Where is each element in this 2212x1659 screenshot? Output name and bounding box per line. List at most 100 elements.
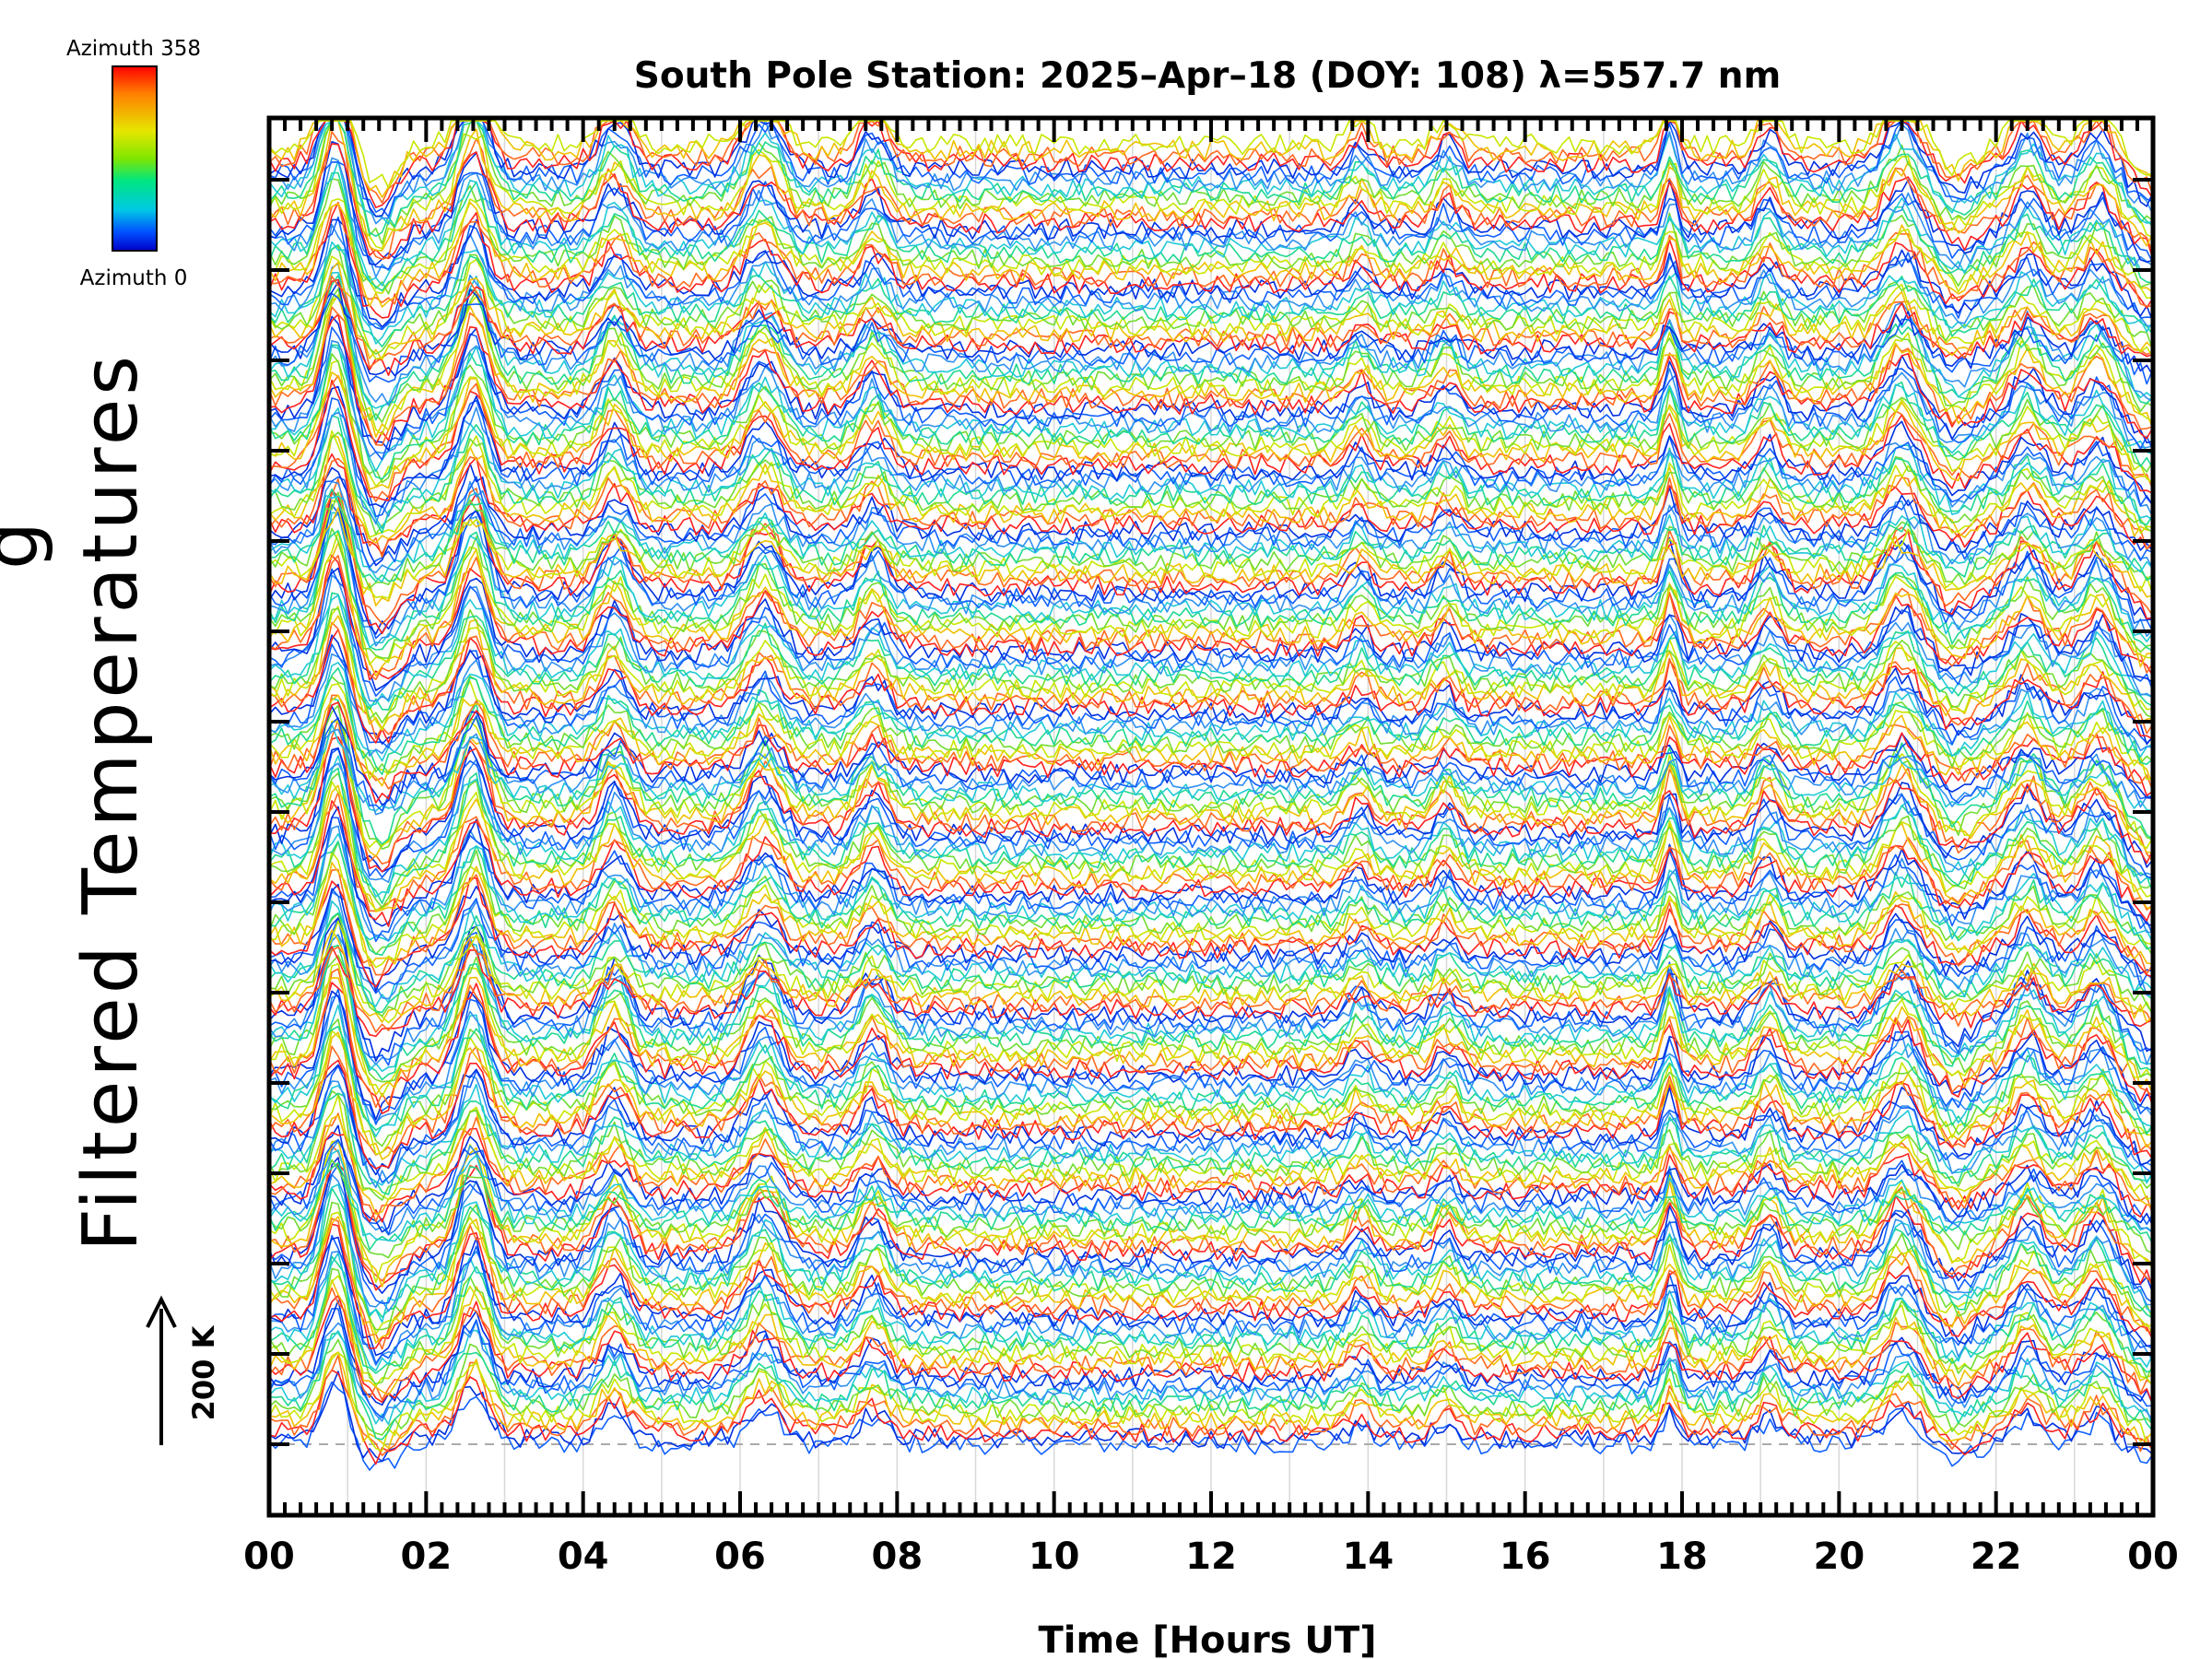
series-line: [268, 1109, 2154, 1215]
series-line: [268, 161, 2154, 270]
series-line: [268, 201, 2154, 319]
series-line: [268, 1112, 2154, 1223]
x-tick-label: 10: [1029, 1535, 1080, 1578]
series-line: [268, 143, 2154, 261]
series-line: [268, 463, 2154, 567]
series-line: [268, 940, 2154, 1033]
series-line: [268, 594, 2154, 707]
series-line: [268, 1030, 2154, 1156]
series-line: [268, 934, 2154, 1065]
x-tick-label: 00: [243, 1535, 295, 1578]
series-line: [268, 1031, 2154, 1160]
y-axis-label: Filtered Temperatures: [67, 352, 155, 1252]
series-line: [268, 1253, 2154, 1371]
series-line: [268, 554, 2154, 681]
x-axis-label: Time [Hours UT]: [1039, 1619, 1377, 1659]
series-line: [268, 715, 2154, 812]
series-line: [268, 1139, 2154, 1236]
series-line: [268, 353, 2154, 484]
series-line: [268, 120, 2154, 226]
series-line: [268, 1157, 2154, 1294]
series-line: [268, 1140, 2154, 1288]
series-line: [268, 1234, 2154, 1364]
series-line: [268, 345, 2154, 472]
series-line: [268, 1059, 2154, 1170]
series-line: [268, 988, 2154, 1125]
series-line: [268, 1300, 2154, 1406]
series-line: [268, 344, 2154, 480]
series-line: [268, 917, 2154, 1063]
series-line: [268, 883, 2154, 993]
series-line: [268, 1145, 2154, 1286]
series-line: [268, 476, 2154, 569]
series-line: [268, 643, 2154, 748]
series-line: [268, 555, 2154, 681]
x-tick-label: 20: [1813, 1535, 1865, 1578]
series-line: [268, 720, 2154, 849]
series-line: [268, 982, 2154, 1114]
scale-bar: 200 K: [146, 1295, 221, 1445]
series-line: [268, 120, 2154, 237]
colorbar: Azimuth 358 Azimuth 0: [66, 37, 201, 290]
series-line: [268, 868, 2154, 976]
series-line: [268, 1187, 2154, 1319]
series-line: [268, 120, 2154, 218]
series-line: [268, 197, 2154, 300]
series-line: [268, 288, 2154, 423]
series-line: [268, 120, 2154, 204]
colorbar-top-label: Azimuth 358: [66, 37, 201, 61]
series-line: [268, 851, 2154, 969]
series-line: [268, 736, 2154, 873]
series-line: [268, 507, 2154, 606]
chart-title: South Pole Station: 2025–Apr–18 (DOY: 10…: [634, 55, 1781, 97]
plot-area: [266, 115, 2156, 1518]
series-line: [268, 800, 2154, 927]
series-line: [268, 1018, 2154, 1147]
series-line: [268, 1218, 2154, 1350]
x-tick-label: 00: [2127, 1535, 2179, 1578]
series-line: [268, 1025, 2154, 1135]
series-line: [268, 634, 2154, 746]
series-line: [268, 697, 2154, 845]
series-line: [268, 490, 2154, 635]
series-line: [268, 385, 2154, 508]
series-line: [268, 131, 2154, 261]
series-line: [268, 1287, 2154, 1401]
series-line: [268, 243, 2154, 347]
series-line: [268, 453, 2154, 555]
series-line: [268, 1083, 2154, 1186]
x-tick-label: 14: [1342, 1535, 1394, 1578]
series-line: [268, 825, 2154, 942]
series-line: [268, 718, 2154, 857]
series-line: [268, 1094, 2154, 1201]
series-line: [268, 1092, 2154, 1195]
series-line: [268, 1308, 2154, 1418]
series-line: [268, 694, 2154, 787]
series-line: [268, 1173, 2153, 1312]
series-line: [268, 216, 2154, 331]
series-line: [268, 724, 2154, 812]
series-line: [268, 1004, 2154, 1137]
series-line: [268, 621, 2154, 739]
series-line: [268, 1201, 2154, 1331]
series-line: [268, 781, 2154, 912]
x-tick-label: 04: [558, 1535, 609, 1578]
series-line: [268, 292, 2154, 385]
series-line: [268, 767, 2154, 904]
x-tick-label: 06: [714, 1535, 766, 1578]
series-line: [268, 306, 2154, 446]
series-line: [268, 245, 2154, 355]
series-line: [268, 359, 2154, 488]
series-line: [268, 1351, 2154, 1452]
series-line: [268, 263, 2154, 406]
series-line: [268, 574, 2154, 702]
series-line: [268, 313, 2154, 445]
series-line: [268, 120, 2154, 208]
scale-bar-label: 200 K: [186, 1324, 221, 1420]
series-line: [268, 705, 2154, 806]
series-line: [268, 530, 2154, 652]
series-line: [268, 929, 2154, 1023]
series-line: [268, 944, 2154, 1081]
series-line: [268, 755, 2154, 898]
